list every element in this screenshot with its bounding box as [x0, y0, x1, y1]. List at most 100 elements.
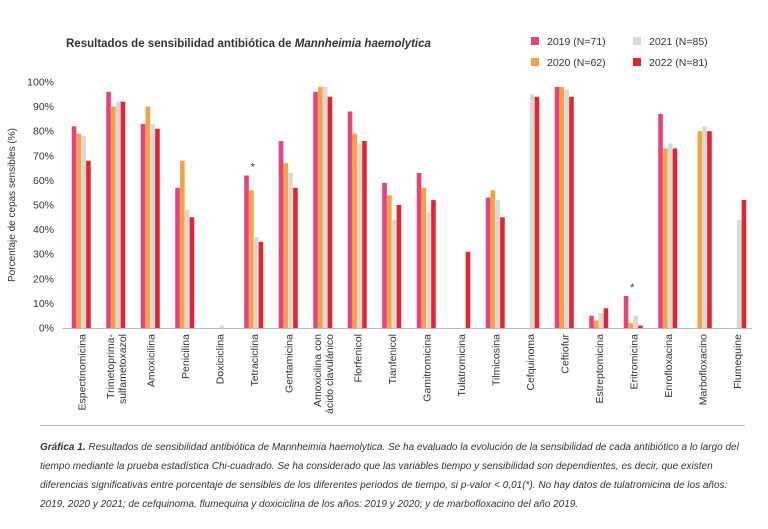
caption-label: Gráfica 1.: [40, 442, 86, 453]
x-tick-label-line: Florfenicol: [352, 334, 364, 382]
bar: [288, 173, 293, 328]
y-tick-label: 100%: [27, 77, 54, 89]
bar: [672, 148, 678, 328]
bar: [322, 86, 328, 328]
chart-title-text: Resultados de sensibilidad antibiótica d…: [66, 38, 295, 50]
bar: [244, 175, 249, 328]
bar: [180, 160, 185, 328]
bar: [71, 126, 77, 328]
legend-item-2019: 2019 (N=71): [531, 36, 606, 48]
x-tick-label: Marbofloxacino: [697, 334, 709, 405]
legend-label-2021: 2021 (N=85): [649, 36, 708, 48]
figure-caption: Gráfica 1. Resultados de sensibilidad an…: [40, 438, 745, 514]
x-tick-label-line: Estreptomicina: [594, 334, 606, 404]
x-tick-label: Tulatromicina: [456, 334, 468, 397]
x-tick-label-line: Trimetoprima-: [105, 334, 117, 399]
legend-swatch-2020: [531, 58, 539, 66]
legend-label-2022: 2022 (N=81): [649, 57, 708, 69]
x-tick-label-line: Cefquinoma: [525, 334, 537, 391]
x-tick-label: Espectinomicina: [76, 334, 88, 411]
x-tick-label-line: Amoxicilina: [145, 334, 157, 387]
bar: [150, 123, 155, 328]
bar: [120, 101, 126, 329]
legend-label-2020: 2020 (N=62): [547, 57, 606, 69]
x-tick-label-line: ácido clavulánico: [324, 334, 336, 414]
y-tick-label: 50%: [33, 200, 54, 212]
x-tick-label-line: Tilmicosina: [490, 334, 502, 386]
bar: [258, 241, 264, 328]
legend-swatch-2019: [531, 37, 539, 45]
legend-swatch-2021: [633, 37, 641, 45]
x-tick-label: Florfenicol: [352, 334, 364, 382]
x-tick-label-line: Tulatromicina: [456, 334, 468, 397]
x-tick-label-line: Ceftiofur: [559, 334, 571, 374]
bar: [382, 182, 387, 328]
y-tick-label: 60%: [33, 175, 54, 187]
bar: [594, 320, 599, 328]
bar: [534, 96, 540, 328]
legend-swatch-2022: [633, 58, 641, 66]
bar: [426, 212, 431, 328]
bar: [431, 200, 436, 328]
bar: [313, 91, 318, 328]
bar: [465, 251, 471, 328]
bar: [633, 315, 638, 328]
y-tick-label: 90%: [33, 101, 54, 113]
bar: [327, 96, 333, 328]
bar: [184, 209, 190, 328]
bar: [500, 217, 505, 328]
chart-title: Resultados de sensibilidad antibiótica d…: [66, 38, 431, 50]
y-axis-label: Porcentaje de cepas sensibles (%): [7, 128, 18, 282]
bar: [387, 195, 392, 328]
y-tick-label: 0%: [39, 323, 54, 335]
x-tick-label-line: Flumequine: [732, 334, 744, 389]
bar: [111, 106, 116, 328]
x-tick-label-line: sulfametoxazol: [117, 334, 129, 404]
x-tick-label-line: Espectinomicina: [76, 334, 88, 411]
bar: [140, 123, 146, 328]
bar: [564, 89, 569, 328]
bar: [347, 111, 353, 329]
x-tick-label: Eritromicina: [628, 334, 640, 390]
bar: [219, 325, 224, 328]
bar: [697, 131, 703, 328]
x-tick-label: Doxiciclina: [214, 334, 226, 384]
bar: [529, 94, 535, 328]
bar: [115, 101, 121, 329]
bar: [189, 217, 195, 328]
significance-marker: *: [251, 161, 256, 173]
x-tick-label-line: Gentamicina: [283, 334, 295, 393]
bar-chart-plot: 0% 10% 20% 30% 40% 50% 60% 70% 80% 90% 100% Porcent…: [7, 77, 752, 414]
y-tick-label: 10%: [33, 298, 54, 310]
bar: [106, 91, 111, 328]
legend-label-2019: 2019 (N=71): [547, 36, 606, 48]
bar: [554, 86, 560, 328]
bar: [362, 141, 367, 328]
x-tick-label: Flumequine: [732, 334, 744, 389]
x-tick-label: Ceftiofur: [559, 334, 571, 374]
bar: [667, 143, 673, 328]
y-tick-label: 70%: [33, 150, 54, 162]
legend-item-2022: 2022 (N=81): [633, 57, 708, 69]
x-tick-label: Estreptomicina: [594, 334, 606, 404]
x-tick-label-line: Eritromicina: [628, 334, 640, 390]
x-tick-label-line: Tianfenicol: [387, 334, 399, 384]
bar: [421, 187, 427, 328]
x-tick-label: Amoxicilina conácido clavulánico: [312, 334, 336, 414]
x-tick-label: Enrofloxacina: [663, 334, 675, 398]
bar: [663, 148, 668, 328]
x-tick-label-line: Enrofloxacina: [663, 334, 675, 398]
x-tick-label: Gamitromicina: [421, 334, 433, 402]
caption-text: Resultados de sensibilidad antibiótica d…: [40, 442, 739, 510]
bar: [352, 133, 358, 328]
x-tick-label: Penicilina: [180, 334, 192, 379]
bar: [318, 86, 323, 328]
significance-marker: *: [630, 282, 635, 294]
bar: [283, 163, 289, 328]
bar: [175, 187, 180, 328]
legend-item-2020: 2020 (N=62): [531, 57, 606, 69]
x-tick-label: Amoxicilina: [145, 334, 157, 387]
x-tick-label-line: Gamitromicina: [421, 334, 433, 402]
bar: [638, 325, 643, 328]
x-tick-label: Tetraciclina: [249, 334, 261, 387]
